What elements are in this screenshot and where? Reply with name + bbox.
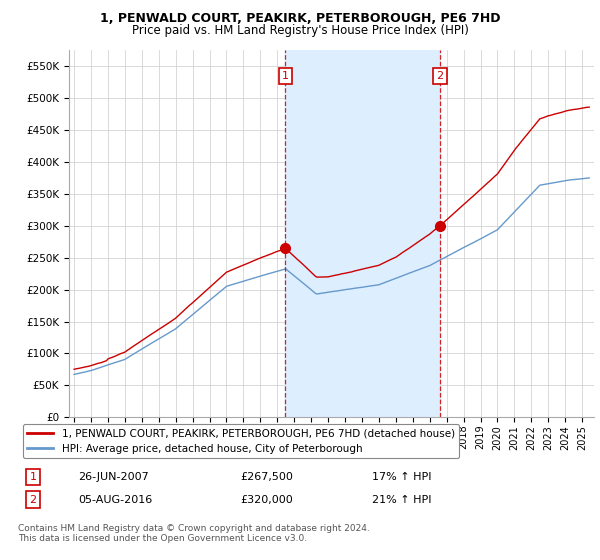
Text: £320,000: £320,000: [240, 494, 293, 505]
Text: 21% ↑ HPI: 21% ↑ HPI: [372, 494, 431, 505]
Text: 2: 2: [29, 494, 37, 505]
Text: 1: 1: [282, 71, 289, 81]
Text: 1, PENWALD COURT, PEAKIRK, PETERBOROUGH, PE6 7HD: 1, PENWALD COURT, PEAKIRK, PETERBOROUGH,…: [100, 12, 500, 25]
Text: 26-JUN-2007: 26-JUN-2007: [78, 472, 149, 482]
Text: 1: 1: [29, 472, 37, 482]
Legend: 1, PENWALD COURT, PEAKIRK, PETERBOROUGH, PE6 7HD (detached house), HPI: Average : 1, PENWALD COURT, PEAKIRK, PETERBOROUGH,…: [23, 424, 459, 458]
Text: 05-AUG-2016: 05-AUG-2016: [78, 494, 152, 505]
Bar: [286, 50, 440, 417]
Text: Price paid vs. HM Land Registry's House Price Index (HPI): Price paid vs. HM Land Registry's House …: [131, 24, 469, 36]
Text: £267,500: £267,500: [240, 472, 293, 482]
Text: Contains HM Land Registry data © Crown copyright and database right 2024.
This d: Contains HM Land Registry data © Crown c…: [18, 524, 370, 543]
Text: 2: 2: [436, 71, 443, 81]
Text: 17% ↑ HPI: 17% ↑ HPI: [372, 472, 431, 482]
